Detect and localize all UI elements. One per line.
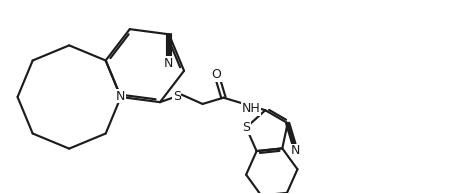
Text: S: S xyxy=(173,90,181,103)
Text: S: S xyxy=(242,121,250,134)
Text: NH: NH xyxy=(242,102,260,115)
Text: N: N xyxy=(164,57,174,70)
Text: O: O xyxy=(212,68,221,81)
Text: N: N xyxy=(291,144,301,157)
Text: N: N xyxy=(116,89,126,102)
